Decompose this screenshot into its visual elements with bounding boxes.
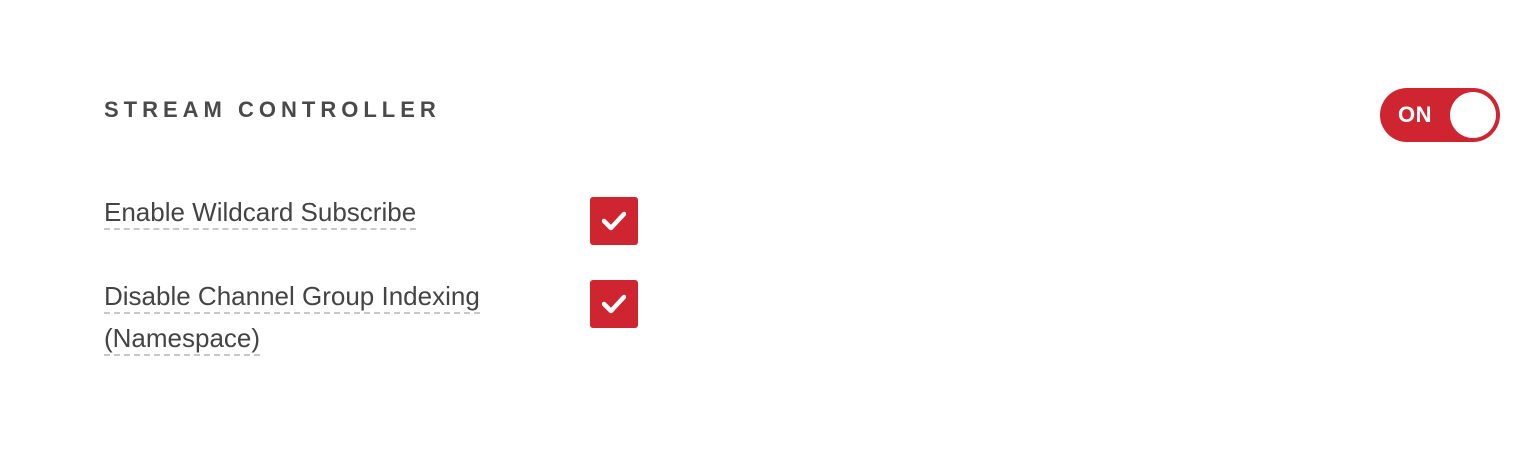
disable-channel-group-indexing-checkbox[interactable]	[590, 280, 638, 328]
checkmark-icon	[602, 211, 626, 231]
option-label-text: Enable Wildcard Subscribe	[104, 197, 417, 230]
toggle-knob	[1450, 92, 1496, 138]
checkmark-icon	[602, 294, 626, 314]
stream-controller-toggle[interactable]: ON	[1380, 88, 1500, 142]
option-label-text: Disable Channel Group Indexing (Namespac…	[104, 281, 480, 356]
section-title: STREAM CONTROLLER	[104, 97, 441, 122]
toggle-state-label: ON	[1398, 102, 1432, 127]
enable-wildcard-subscribe-checkbox[interactable]	[590, 197, 638, 245]
option-label-enable-wildcard-subscribe: Enable Wildcard Subscribe	[104, 191, 534, 233]
option-label-disable-channel-group-indexing: Disable Channel Group Indexing (Namespac…	[104, 275, 534, 359]
